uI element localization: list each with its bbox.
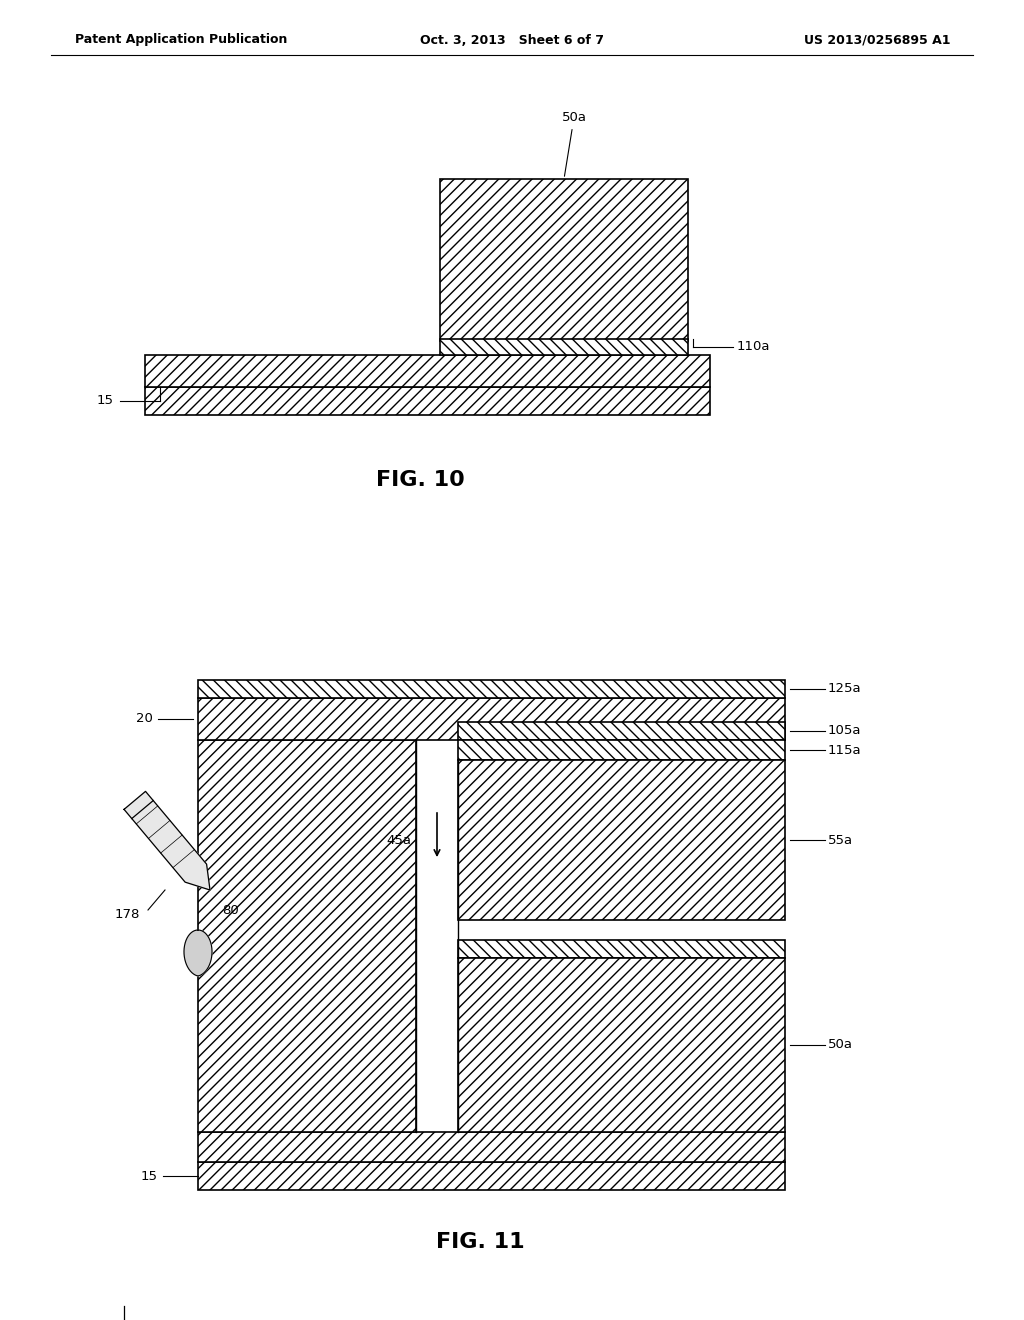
Bar <box>198 680 785 698</box>
Text: 125a: 125a <box>828 682 861 696</box>
Bar <box>440 180 688 341</box>
Bar <box>145 355 710 387</box>
Text: FIG. 10: FIG. 10 <box>376 470 464 490</box>
Polygon shape <box>184 931 212 975</box>
Bar <box>198 1133 785 1162</box>
Text: 110a: 110a <box>737 341 770 354</box>
Bar <box>198 698 785 741</box>
Text: 55a: 55a <box>828 833 853 846</box>
Text: Patent Application Publication: Patent Application Publication <box>75 33 288 46</box>
Text: 115a: 115a <box>828 743 861 756</box>
Text: 15: 15 <box>141 1170 158 1183</box>
Text: 15: 15 <box>96 395 114 408</box>
Bar <box>198 741 416 1133</box>
Bar <box>458 722 785 741</box>
Bar <box>458 958 785 1133</box>
Text: 50a: 50a <box>561 111 587 177</box>
Bar <box>198 1162 785 1191</box>
Text: US 2013/0256895 A1: US 2013/0256895 A1 <box>804 33 950 46</box>
Polygon shape <box>124 792 210 890</box>
Text: 45a: 45a <box>386 833 411 846</box>
Text: FIG. 11: FIG. 11 <box>435 1232 524 1251</box>
Text: 105a: 105a <box>828 725 861 738</box>
Bar <box>458 741 785 760</box>
Text: Oct. 3, 2013   Sheet 6 of 7: Oct. 3, 2013 Sheet 6 of 7 <box>420 33 604 46</box>
Bar <box>458 940 785 958</box>
Bar <box>458 760 785 920</box>
Bar <box>145 387 710 414</box>
Text: 178: 178 <box>115 908 140 921</box>
Text: 50a: 50a <box>828 1039 853 1052</box>
Bar <box>440 339 688 355</box>
Text: 20: 20 <box>136 713 153 726</box>
Text: 80: 80 <box>222 903 239 916</box>
